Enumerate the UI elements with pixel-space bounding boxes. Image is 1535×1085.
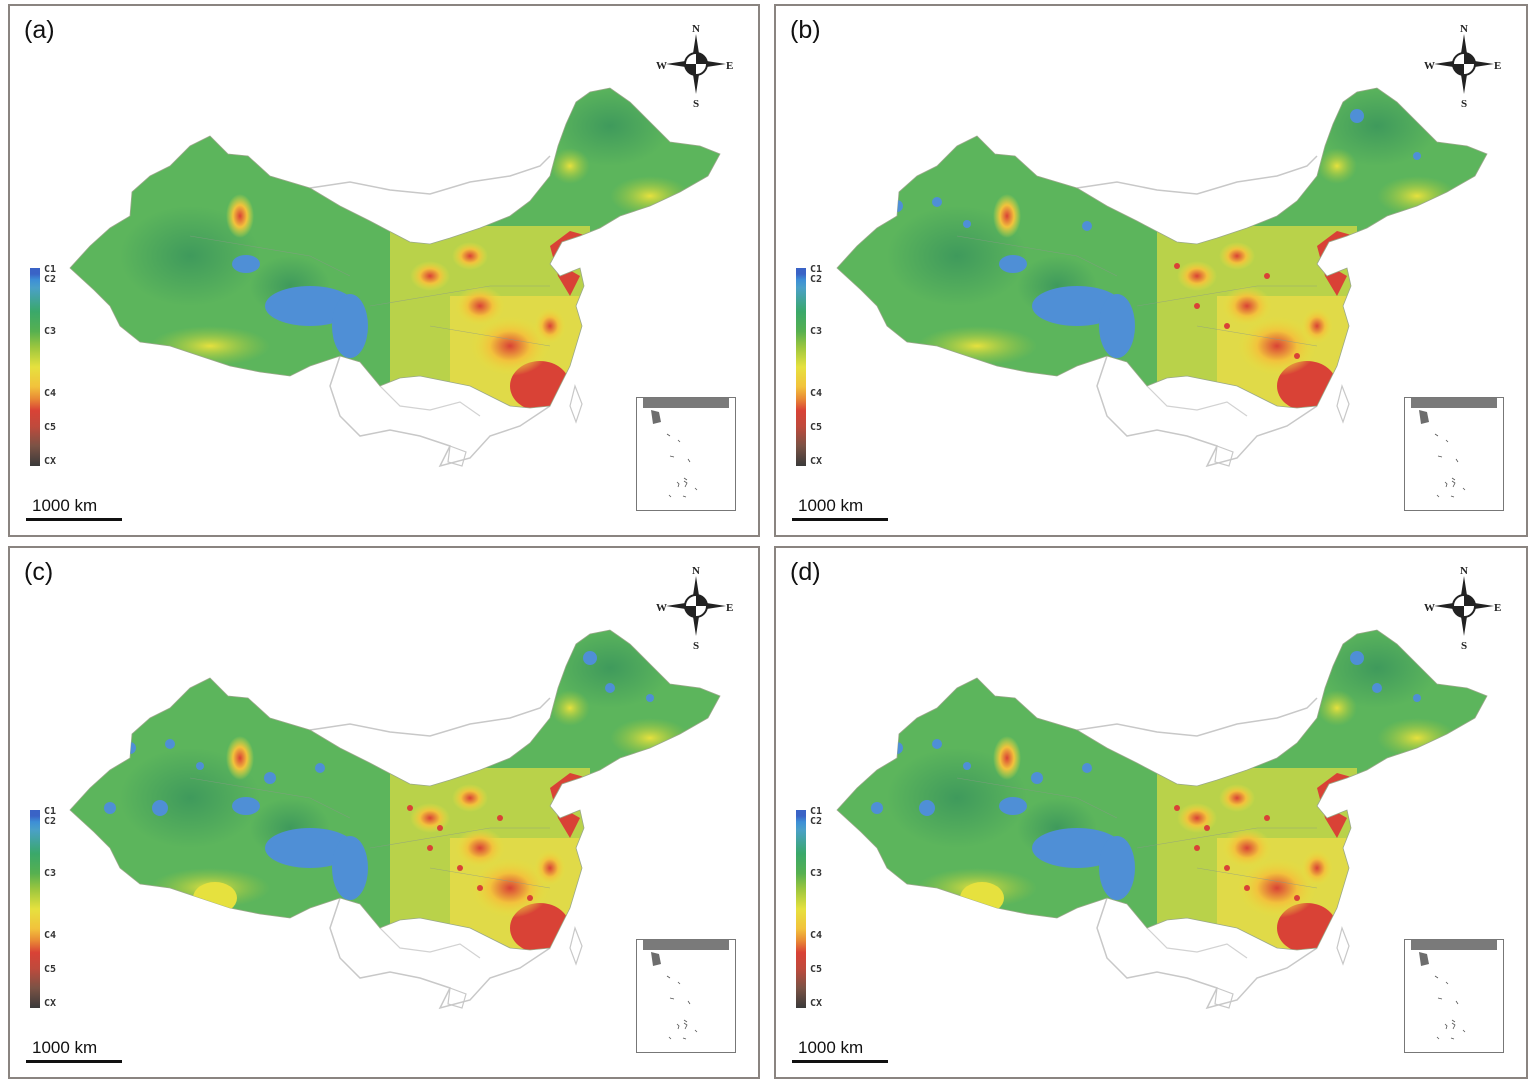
legend: C1 C2 C3 C4 C5 CX [30, 806, 90, 1010]
compass-north: N [692, 565, 700, 577]
map-panel-a: (a) N S W E C1 C2 C3 C4 C5 CX 1000 km [8, 4, 760, 537]
legend-cx: CX [810, 998, 823, 1009]
compass-rose-icon: N S W E [656, 565, 733, 650]
legend-c4: C4 [810, 930, 823, 941]
compass-north: N [1460, 23, 1468, 35]
legend-c2: C2 [44, 816, 57, 827]
legend-c1: C1 [44, 264, 57, 275]
compass-rose-icon: N S W E [1424, 565, 1501, 650]
compass-south: S [1461, 98, 1467, 108]
compass-north: N [1460, 565, 1468, 577]
compass-north: N [692, 23, 700, 35]
legend-c1: C1 [44, 806, 57, 817]
compass-south: S [1461, 640, 1467, 650]
panel-label: (d) [790, 558, 821, 586]
legend-color-bar [796, 810, 806, 1008]
compass-east: E [726, 602, 733, 614]
legend-c2: C2 [810, 274, 823, 285]
legend: C1 C2 C3 C4 C5 CX [796, 806, 856, 1010]
legend-c4: C4 [44, 388, 57, 399]
panel-label: (a) [24, 16, 55, 44]
scale-line [26, 518, 122, 521]
scale-label: 1000 km [798, 496, 864, 515]
south-china-sea-inset [636, 397, 736, 511]
legend-c2: C2 [44, 274, 57, 285]
scale-bar: 1000 km [26, 1038, 122, 1063]
compass-east: E [726, 60, 733, 72]
legend-cx: CX [44, 456, 57, 467]
legend-c5: C5 [44, 964, 57, 975]
panel-label: (b) [790, 16, 821, 44]
compass-rose-icon: N S W E [1424, 23, 1501, 108]
map-panel-c: (c) N S W E C1 C2 C3 C4 C5 CX 1000 km [8, 546, 760, 1079]
compass-west: W [1424, 602, 1435, 614]
scale-line [792, 1060, 888, 1063]
south-china-sea-inset [636, 939, 736, 1053]
legend-c2: C2 [810, 816, 823, 827]
legend-c3: C3 [44, 868, 57, 879]
legend-color-bar [30, 810, 40, 1008]
legend-cx: CX [44, 998, 57, 1009]
compass-east: E [1494, 60, 1501, 72]
compass-rose-icon: N S W E [656, 23, 733, 108]
legend-color-bar [30, 268, 40, 466]
south-china-sea-inset [1404, 939, 1504, 1053]
scale-label: 1000 km [798, 1038, 864, 1057]
compass-west: W [656, 60, 667, 72]
panel-label: (c) [24, 558, 54, 586]
map-panel-b: (b) N S W E C1 C2 C3 C4 C5 CX 1000 km [774, 4, 1528, 537]
legend: C1 C2 C3 C4 C5 CX [796, 264, 856, 468]
compass-west: W [656, 602, 667, 614]
south-china-sea-inset [1404, 397, 1504, 511]
scale-bar: 1000 km [26, 496, 122, 521]
compass-east: E [1494, 602, 1501, 614]
map-panel-d: (d) N S W E C1 C2 C3 C4 C5 CX 1000 km [774, 546, 1528, 1079]
scale-line [26, 1060, 122, 1063]
legend-c3: C3 [44, 326, 57, 337]
scale-label: 1000 km [32, 1038, 98, 1057]
legend: C1 C2 C3 C4 C5 CX [30, 264, 90, 468]
legend-c4: C4 [810, 388, 823, 399]
compass-west: W [1424, 60, 1435, 72]
compass-south: S [693, 640, 699, 650]
scale-line [792, 518, 888, 521]
legend-c3: C3 [810, 326, 823, 337]
scale-bar: 1000 km [792, 1038, 888, 1063]
legend-cx: CX [810, 456, 823, 467]
scale-label: 1000 km [32, 496, 98, 515]
legend-c1: C1 [810, 264, 823, 275]
legend-c1: C1 [810, 806, 823, 817]
legend-c3: C3 [810, 868, 823, 879]
legend-color-bar [796, 268, 806, 466]
legend-c5: C5 [810, 964, 823, 975]
scale-bar: 1000 km [792, 496, 888, 521]
legend-c4: C4 [44, 930, 57, 941]
compass-south: S [693, 98, 699, 108]
legend-c5: C5 [44, 422, 57, 433]
legend-c5: C5 [810, 422, 823, 433]
